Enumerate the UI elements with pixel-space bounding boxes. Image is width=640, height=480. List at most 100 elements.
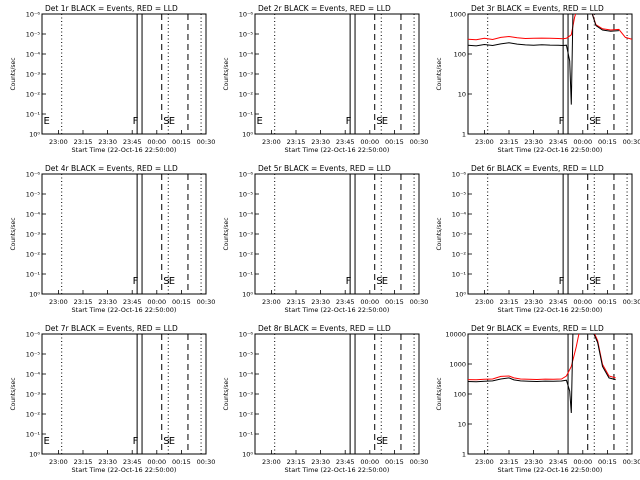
x-tick-label: 23:30 [524, 298, 543, 306]
y-tick-label: 10⁰ [242, 131, 253, 139]
x-tick-label: 23:45 [336, 138, 355, 146]
event-marker-label: E [382, 436, 388, 447]
x-tick-label: 23:00 [262, 458, 281, 466]
x-tick-label: 00:30 [623, 458, 640, 466]
y-tick-label: 1 [462, 451, 466, 459]
x-tick-label: 23:30 [98, 298, 117, 306]
y-tick-label: 10⁻³ [239, 71, 254, 79]
x-tick-label: 00:15 [385, 138, 404, 146]
y-tick-label: 10⁰ [242, 451, 253, 459]
panel-title: Det 8r BLACK = Events, RED = LLD [258, 324, 391, 333]
x-axis-label: Start Time (22-Oct-16 22:50:00) [285, 306, 390, 314]
start-marker-label: E [257, 116, 263, 127]
y-tick-label: 10⁻⁵ [239, 31, 254, 39]
x-tick-label: 23:45 [123, 458, 142, 466]
y-tick-label: 10⁻² [452, 251, 467, 259]
x-tick-label: 00:30 [623, 138, 640, 146]
panel-title: Det 3r BLACK = Events, RED = LLD [471, 4, 604, 13]
x-tick-label: 00:00 [147, 298, 166, 306]
panel-title: Det 7r BLACK = Events, RED = LLD [45, 324, 178, 333]
plot-frame [254, 13, 420, 135]
y-tick-label: 10000 [445, 331, 466, 339]
x-tick-label: 00:15 [598, 138, 617, 146]
plot-frame [467, 13, 633, 135]
y-tick-label: 100 [454, 391, 466, 399]
y-tick-label: 10⁻³ [26, 71, 41, 79]
x-tick-label: 00:30 [197, 298, 216, 306]
x-tick-label: 00:30 [410, 138, 429, 146]
y-tick-label: 10⁻² [26, 411, 41, 419]
panel-det-8: Det 8r BLACK = Events, RED = LLD Counts/s… [223, 324, 428, 474]
y-tick-label: 10⁻⁶ [452, 171, 467, 179]
plot-frame [41, 333, 207, 455]
y-tick-label: 10⁻³ [26, 391, 41, 399]
lld-series-line [468, 334, 616, 381]
panel-title: Det 2r BLACK = Events, RED = LLD [258, 4, 391, 13]
event-marker-label: E [169, 116, 175, 127]
x-tick-label: 00:00 [360, 458, 379, 466]
event-marker-label: E [169, 436, 175, 447]
x-tick-label: 00:00 [573, 138, 592, 146]
x-tick-label: 23:15 [74, 458, 93, 466]
x-tick-label: 23:30 [311, 458, 330, 466]
y-tick-label: 10⁻⁴ [239, 51, 254, 59]
x-tick-label: 23:15 [500, 138, 519, 146]
x-tick-label: 23:15 [74, 138, 93, 146]
start-marker-label: E [44, 436, 50, 447]
y-tick-label: 10⁻² [239, 411, 254, 419]
x-tick-label: 00:15 [172, 298, 191, 306]
x-tick-label: 00:00 [360, 298, 379, 306]
y-tick-label: 10⁻¹ [26, 431, 41, 439]
x-tick-label: 23:45 [336, 458, 355, 466]
start-marker-label: E [44, 116, 50, 127]
x-axis-label: Start Time (22-Oct-16 22:50:00) [498, 466, 603, 474]
x-tick-label: 23:15 [500, 298, 519, 306]
x-tick-label: 00:00 [573, 298, 592, 306]
panel-det-6: Det 6r BLACK = Events, RED = LLD Counts/s… [436, 164, 640, 314]
panel-det-4: Det 4r BLACK = Events, RED = LLD Counts/s… [10, 164, 215, 314]
event-marker-label: S [376, 436, 382, 447]
y-tick-label: 10⁻⁶ [239, 331, 254, 339]
y-tick-label: 10⁻² [239, 91, 254, 99]
y-tick-label: 10⁻⁵ [452, 191, 467, 199]
x-tick-label: 23:00 [49, 458, 68, 466]
y-axis-label: Counts/sec [436, 217, 443, 250]
x-tick-label: 23:00 [262, 298, 281, 306]
lld-series-line [468, 14, 632, 41]
x-tick-label: 00:30 [197, 138, 216, 146]
x-tick-label: 00:30 [410, 298, 429, 306]
event-marker-label: E [382, 276, 388, 287]
x-tick-label: 00:15 [385, 458, 404, 466]
y-axis-label: Counts/sec [223, 377, 230, 410]
event-marker-label: E [595, 276, 601, 287]
x-tick-label: 23:45 [123, 138, 142, 146]
event-marker-label: F [559, 276, 565, 287]
x-tick-label: 23:30 [98, 138, 117, 146]
x-tick-label: 23:45 [549, 458, 568, 466]
plot-frame [254, 333, 420, 455]
y-axis-label: Counts/sec [223, 217, 230, 250]
event-marker-label: F [133, 436, 139, 447]
x-tick-label: 00:00 [573, 458, 592, 466]
plot-frame [41, 173, 207, 295]
y-axis-label: Counts/sec [10, 377, 17, 410]
x-tick-label: 23:15 [287, 138, 306, 146]
event-marker-label: F [559, 116, 565, 127]
x-tick-label: 00:15 [598, 458, 617, 466]
y-tick-label: 10⁻³ [26, 231, 41, 239]
plot-frame [254, 173, 420, 295]
x-tick-label: 23:45 [123, 298, 142, 306]
y-tick-label: 100 [454, 51, 466, 59]
y-tick-label: 1000 [449, 11, 466, 19]
event-marker-label: F [346, 116, 352, 127]
x-tick-label: 23:00 [475, 298, 494, 306]
y-tick-label: 10⁰ [29, 131, 40, 139]
x-tick-label: 23:00 [475, 458, 494, 466]
x-tick-label: 23:00 [475, 138, 494, 146]
event-marker-label: E [595, 116, 601, 127]
events-series-line [468, 14, 619, 105]
y-axis-label: Counts/sec [10, 57, 17, 90]
y-tick-label: 10⁻⁵ [26, 191, 41, 199]
panel-det-1: Det 1r BLACK = Events, RED = LLD Counts/s… [10, 4, 215, 154]
